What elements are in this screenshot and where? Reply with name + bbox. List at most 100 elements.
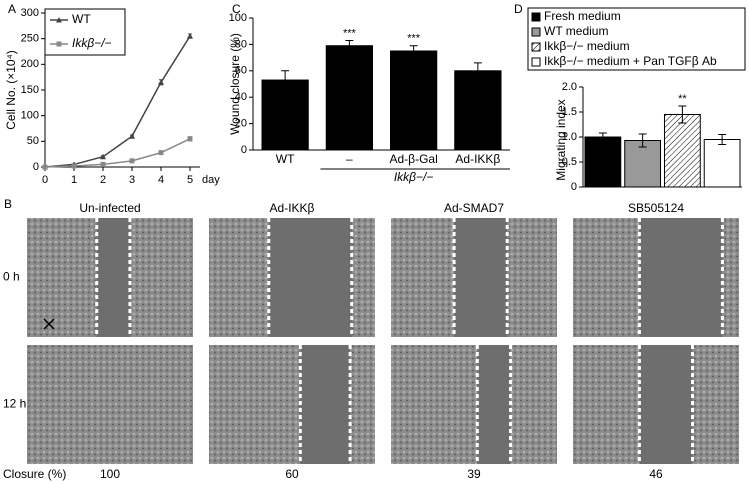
- bar: [325, 45, 374, 151]
- x-tick-label: 3: [129, 174, 135, 186]
- y-tick-label: 50: [27, 135, 39, 147]
- y-tick-label: 0.5: [562, 156, 577, 168]
- y-tick-label: 100: [21, 110, 39, 122]
- y-tick-label: 250: [21, 33, 39, 45]
- x-tick-label: 2: [100, 174, 106, 186]
- legend-label: Ikkβ−/−: [72, 36, 112, 50]
- column-label: SB505124: [628, 201, 684, 215]
- marker: [100, 161, 106, 167]
- row-label: 0 h: [3, 270, 20, 284]
- marker: [187, 136, 193, 142]
- wound-gap: [300, 345, 351, 464]
- y-tick-label: 100: [229, 12, 247, 24]
- y-tick-label: 1.0: [562, 131, 577, 143]
- closure-value: 46: [649, 467, 663, 481]
- y-axis-label: Wound closure (%): [228, 33, 242, 135]
- wound-gap: [96, 218, 130, 337]
- x-tick-label: –: [346, 152, 353, 166]
- error-bar: [598, 132, 607, 142]
- error-bar: [473, 62, 482, 80]
- error-bar: [345, 39, 354, 52]
- legend-swatch: [531, 12, 541, 22]
- row-label: 12 h: [3, 397, 26, 411]
- column-label: Ad-SMAD7: [444, 201, 504, 215]
- marker: [187, 33, 193, 39]
- bar: [261, 79, 309, 151]
- legend-swatch: [531, 57, 541, 67]
- legend-swatch: [531, 27, 541, 37]
- y-tick-label: 40: [235, 91, 247, 103]
- marker: [158, 150, 164, 156]
- y-tick-label: 20: [235, 118, 247, 130]
- legend-label: Fresh medium: [544, 9, 621, 23]
- error-bar: [638, 133, 647, 148]
- closure-value: 60: [285, 467, 299, 481]
- marker: [100, 153, 106, 160]
- column-label: Ad-IKKβ: [270, 201, 315, 215]
- closure-label: Closure (%): [3, 467, 66, 481]
- bar: [584, 136, 622, 188]
- y-tick-label: 0: [571, 181, 577, 193]
- cross-mark: [43, 318, 55, 330]
- marker: [129, 158, 135, 164]
- wound-gap: [639, 218, 723, 337]
- error-bar: [409, 45, 418, 57]
- wound-gap: [639, 345, 693, 464]
- marker: [158, 79, 164, 85]
- closure-value: 100: [100, 467, 120, 481]
- x-tick-label: Ad-β-Gal: [390, 152, 438, 166]
- legend-marker: [56, 41, 62, 47]
- significance: **: [678, 93, 687, 105]
- wound-gap: [454, 218, 508, 337]
- y-tick-label: 150: [21, 84, 39, 96]
- legend-swatch: [531, 42, 541, 52]
- x-tick-label: Ad-IKKβ: [455, 152, 500, 166]
- closure-value: 39: [467, 467, 481, 481]
- significance: ***: [407, 33, 421, 45]
- bar: [454, 70, 502, 151]
- marker: [129, 133, 135, 139]
- legend-box: [44, 8, 126, 56]
- legend-label: WT medium: [544, 24, 608, 38]
- legend-box: [527, 7, 746, 71]
- x-tick-label: 1: [71, 174, 77, 186]
- x-axis-label: day: [202, 174, 220, 186]
- panel-label: B: [4, 197, 12, 211]
- wound-gap: [268, 218, 352, 337]
- panel-label: A: [8, 2, 16, 16]
- group-label: Ikkβ−/−: [394, 170, 434, 184]
- bar: [703, 139, 741, 188]
- marker: [42, 164, 48, 170]
- y-tick-label: 300: [21, 7, 39, 19]
- error-bar: [718, 134, 727, 145]
- significance: ***: [343, 27, 357, 39]
- legend-label: Ikkβ−/− medium: [544, 39, 630, 53]
- x-tick-label: 4: [158, 174, 164, 186]
- bar: [389, 50, 438, 151]
- marker: [71, 163, 77, 169]
- x-tick-label: 5: [187, 174, 193, 186]
- error-bar: [678, 105, 687, 124]
- error-bar: [281, 70, 290, 90]
- column-label: Un-infected: [79, 201, 140, 215]
- bar: [663, 114, 701, 188]
- wound-gap: [477, 345, 511, 464]
- micrograph: [391, 345, 557, 464]
- panel-label: D: [514, 2, 523, 16]
- y-tick-label: 0: [241, 144, 247, 156]
- data-line: [44, 35, 191, 168]
- y-tick-label: 0: [33, 161, 39, 173]
- legend-marker: [56, 17, 62, 23]
- x-tick-label: 0: [42, 174, 48, 186]
- y-tick-label: 60: [235, 65, 247, 77]
- legend-label: WT: [72, 12, 91, 26]
- y-axis-label: Cell No. (×10⁴): [4, 50, 18, 130]
- y-tick-label: 80: [235, 38, 247, 50]
- y-axis-label: Migrating index: [554, 99, 568, 180]
- y-tick-label: 2.0: [562, 81, 577, 93]
- y-tick-label: 1.5: [562, 106, 577, 118]
- legend-label: Ikkβ−/− medium + Pan TGFβ Ab: [544, 54, 717, 68]
- x-tick-label: WT: [276, 152, 295, 166]
- y-tick-label: 200: [21, 58, 39, 70]
